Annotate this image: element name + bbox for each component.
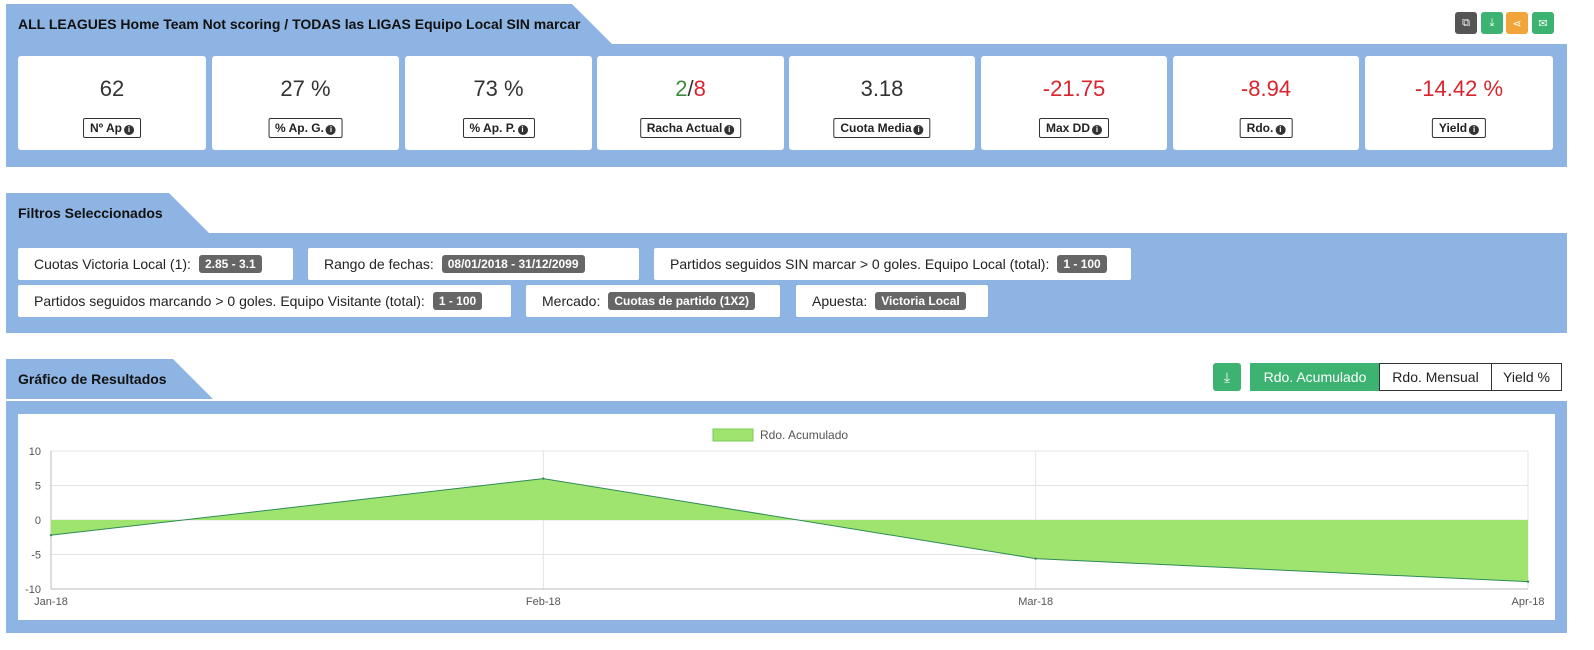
stat-card-yield: -14.42 % Yield i (1365, 56, 1553, 150)
email-button[interactable]: ✉ (1532, 12, 1554, 34)
filters-title: Filtros Seleccionados (18, 205, 163, 221)
info-icon: i (1275, 125, 1286, 135)
filter-chip: Apuesta: Victoria Local (796, 285, 988, 317)
results-chart: 10 5 0 -5 -10 Jan-18 Feb-18 Mar-18 Apr-18 Rdo. Ac… (18, 414, 1555, 620)
info-icon: i (724, 125, 735, 135)
filter-chip: Rango de fechas: 08/01/2018 - 31/12/2099 (308, 248, 639, 280)
filter-label: Cuotas Victoria Local (1): (34, 256, 191, 272)
tab-cumulative-result[interactable]: Rdo. Acumulado (1250, 363, 1380, 391)
legend-swatch (712, 428, 754, 442)
data-point (542, 477, 545, 480)
filter-chip: Cuotas Victoria Local (1): 2.85 - 3.1 (18, 248, 293, 280)
y-tick-label: 10 (29, 446, 41, 458)
page-title: ALL LEAGUES Home Team Not scoring / TODA… (18, 16, 581, 32)
stat-card-max-dd: -21.75 Max DD i (981, 56, 1167, 150)
stats-panel: 62 Nº Ap i 27 % % Ap. G. i 73 % % Ap. P. i … (6, 44, 1567, 167)
stat-card-streak: 2/8 Racha Actual i (597, 56, 784, 150)
stat-label-max-dd[interactable]: Max DD i (1038, 118, 1110, 138)
stat-value: 73 % (473, 76, 524, 101)
stat-label-yield[interactable]: Yield i (1431, 118, 1487, 138)
stat-label-streak[interactable]: Racha Actual i (639, 118, 742, 138)
stat-value: 3.18 (860, 76, 904, 101)
x-tick-label: Mar-18 (1018, 596, 1053, 608)
info-icon: i (325, 125, 336, 135)
series-line (50, 478, 1529, 583)
stat-value: -8.94 (1240, 76, 1292, 101)
results-title-tab: Gráfico de Resultados (6, 359, 213, 399)
stat-value: 62 (99, 76, 125, 101)
info-icon: i (517, 125, 528, 135)
y-tick-label: 5 (35, 481, 41, 493)
stat-value-streak: 2/8 (675, 76, 706, 101)
stat-label-num-ap[interactable]: Nº Ap i (83, 118, 141, 138)
copy-icon: ⧉ (1462, 16, 1470, 29)
filter-label: Rango de fechas: (324, 256, 434, 272)
tab-yield[interactable]: Yield % (1491, 363, 1562, 391)
stat-value: 27 % (280, 76, 331, 101)
y-tick-label: 0 (35, 515, 41, 527)
stat-value: -14.42 % (1414, 76, 1504, 101)
filter-chip: Partidos seguidos marcando > 0 goles. Eq… (18, 285, 511, 317)
download-icon: ⤓ (1489, 16, 1495, 29)
download-icon: ⤓ (1223, 368, 1231, 385)
filter-value: 08/01/2018 - 31/12/2099 (441, 255, 585, 273)
stat-card-avg-odds: 3.18 Cuota Media i (789, 56, 975, 150)
stat-card-pct-loss: 73 % % Ap. P. i (405, 56, 592, 150)
info-icon: i (913, 125, 924, 135)
data-point (1526, 580, 1530, 583)
data-point (49, 533, 53, 537)
series-area (51, 478, 1528, 582)
results-title: Gráfico de Resultados (18, 371, 167, 387)
filter-value: 1 - 100 (1057, 255, 1107, 273)
filter-chip: Partidos seguidos SIN marcar > 0 goles. … (654, 248, 1131, 280)
filters-panel: Cuotas Victoria Local (1): 2.85 - 3.1 Ran… (6, 233, 1567, 333)
filter-label: Apuesta: (812, 293, 868, 309)
filter-chip: Mercado: Cuotas de partido (1X2) (526, 285, 780, 317)
stat-value: -21.75 (1042, 76, 1106, 101)
stat-card-num-ap: 62 Nº Ap i (18, 56, 206, 150)
x-tick-label: Feb-18 (526, 596, 561, 608)
x-tick-label: Apr-18 (1511, 596, 1544, 608)
filter-value: Victoria Local (875, 292, 966, 310)
x-tick-label: Jan-18 (34, 596, 68, 608)
stat-card-pct-win: 27 % % Ap. G. i (212, 56, 399, 150)
page-title-tab: ALL LEAGUES Home Team Not scoring / TODA… (6, 4, 612, 44)
tab-monthly-result[interactable]: Rdo. Mensual (1379, 363, 1492, 391)
filters-title-tab: Filtros Seleccionados (6, 193, 209, 233)
email-icon: ✉ (1538, 17, 1548, 30)
y-tick-label: -10 (25, 584, 41, 596)
legend-label: Rdo. Acumulado (760, 428, 848, 442)
filter-value: Cuotas de partido (1X2) (608, 292, 756, 310)
filter-value: 1 - 100 (432, 292, 483, 310)
filter-label: Partidos seguidos SIN marcar > 0 goles. … (670, 256, 1050, 272)
stat-label-result[interactable]: Rdo. i (1239, 118, 1293, 138)
stat-label-pct-loss[interactable]: % Ap. P. i (462, 118, 535, 138)
filter-value: 2.85 - 3.1 (198, 255, 262, 273)
chart-download-button[interactable]: ⤓ (1213, 363, 1241, 391)
info-icon: i (1092, 125, 1103, 135)
copy-button[interactable]: ⧉ (1455, 12, 1477, 34)
download-button[interactable]: ⤓ (1481, 12, 1503, 34)
y-tick-label: -5 (31, 550, 41, 562)
filter-label: Mercado: (542, 293, 601, 309)
data-point (1034, 557, 1037, 560)
filter-label: Partidos seguidos marcando > 0 goles. Eq… (34, 293, 425, 309)
share-icon: ⋖ (1512, 17, 1522, 30)
info-icon: i (1469, 125, 1480, 135)
stat-label-pct-win[interactable]: % Ap. G. i (268, 118, 343, 138)
stat-label-avg-odds[interactable]: Cuota Media i (833, 118, 931, 138)
stat-card-result: -8.94 Rdo. i (1173, 56, 1359, 150)
info-icon: i (123, 125, 134, 135)
share-button[interactable]: ⋖ (1506, 12, 1528, 34)
